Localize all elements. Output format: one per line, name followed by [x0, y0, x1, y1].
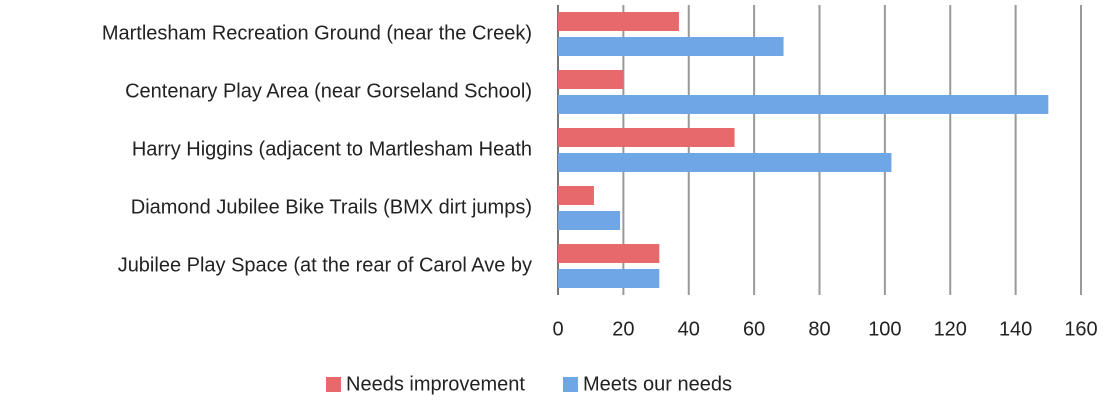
- bar: [558, 12, 679, 31]
- x-tick-label: 160: [1064, 318, 1097, 340]
- bar: [558, 128, 735, 147]
- legend-swatch: [562, 377, 578, 392]
- x-tick-label: 0: [552, 318, 563, 340]
- y-tick-label: Martlesham Recreation Ground (near the C…: [102, 22, 532, 44]
- bar: [558, 95, 1049, 114]
- x-tick-label: 80: [808, 318, 830, 340]
- legend-swatch: [326, 377, 341, 392]
- bar: [558, 211, 621, 230]
- y-tick-label: Centenary Play Area (near Gorseland Scho…: [125, 80, 532, 102]
- bar: [558, 37, 784, 56]
- y-tick-label: Diamond Jubilee Bike Trails (BMX dirt ju…: [131, 196, 532, 218]
- bar: [558, 269, 660, 288]
- y-tick-label: Jubilee Play Space (at the rear of Carol…: [118, 254, 532, 276]
- x-tick-label: 140: [999, 318, 1032, 340]
- bar: [558, 70, 624, 89]
- x-tick-label: 100: [868, 318, 901, 340]
- y-tick-label: Harry Higgins (adjacent to Martlesham He…: [132, 138, 532, 160]
- bar: [558, 186, 594, 205]
- bar: [558, 244, 660, 263]
- bar: [558, 153, 892, 172]
- legend-label: Meets our needs: [583, 373, 732, 395]
- x-tick-label: 120: [934, 318, 967, 340]
- x-tick-label: 60: [743, 318, 765, 340]
- x-tick-label: 40: [678, 318, 700, 340]
- legend-label: Needs improvement: [346, 373, 525, 395]
- x-tick-label: 20: [612, 318, 634, 340]
